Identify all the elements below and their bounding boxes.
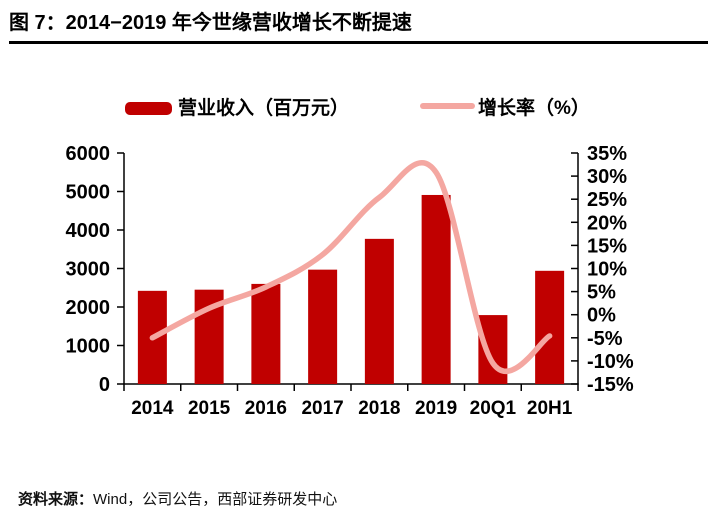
right-axis-tick-label: 35% — [587, 143, 627, 165]
right-axis-tick-label: 5% — [587, 282, 616, 304]
x-axis-label-2019: 2019 — [415, 398, 457, 419]
figure-title: 图 7：2014−2019 年今世缘营收增长不断提速 — [9, 12, 412, 34]
left-axis-tick-label: 2000 — [66, 297, 111, 319]
right-axis-tick-label: 10% — [587, 259, 627, 281]
revenue-legend-label: 营业收入（百万元） — [178, 98, 350, 119]
growth-legend-swatch — [420, 103, 475, 109]
bar-2019 — [421, 194, 451, 384]
left-axis-tick-label: 1000 — [66, 336, 111, 358]
right-axis-tick-label: -5% — [587, 328, 623, 350]
title-divider — [9, 41, 708, 44]
revenue-legend-swatch — [125, 102, 172, 115]
bar-2017 — [308, 269, 338, 384]
left-axis-tick-label: 3000 — [66, 259, 111, 281]
x-axis-label-2017: 2017 — [301, 398, 343, 419]
x-axis-label-20H1: 20H1 — [527, 398, 573, 419]
source-text: Wind，公司公告，西部证券研发中心 — [93, 491, 338, 508]
right-axis-tick-label: 20% — [587, 212, 627, 234]
right-axis-tick-label: 0% — [587, 305, 616, 327]
right-axis-tick-label: 15% — [587, 235, 627, 257]
x-axis-label-2018: 2018 — [358, 398, 400, 419]
bar-20H1 — [535, 270, 565, 384]
x-axis-label-2016: 2016 — [245, 398, 287, 419]
right-axis-tick-label: -10% — [587, 351, 634, 373]
right-axis-tick-label: -15% — [587, 374, 634, 396]
right-axis-tick-label: 25% — [587, 189, 627, 211]
x-axis-label-2015: 2015 — [188, 398, 231, 419]
left-axis-tick-label: 0 — [99, 374, 110, 396]
growth-rate-line — [149, 160, 553, 374]
bar-2016 — [251, 283, 281, 384]
x-axis-label-20Q1: 20Q1 — [470, 398, 517, 419]
left-axis-tick-label: 6000 — [66, 143, 111, 165]
source-label: 资料来源： — [18, 491, 94, 508]
left-axis-tick-label: 5000 — [66, 182, 111, 204]
bar-2018 — [364, 238, 394, 384]
left-axis-tick-label: 4000 — [66, 220, 111, 242]
source-note: 资料来源：Wind，公司公告，西部证券研发中心 — [18, 488, 337, 509]
right-axis-tick-label: 30% — [587, 166, 627, 188]
growth-legend-label: 增长率（%） — [478, 98, 590, 119]
x-axis-label-2014: 2014 — [131, 398, 174, 419]
